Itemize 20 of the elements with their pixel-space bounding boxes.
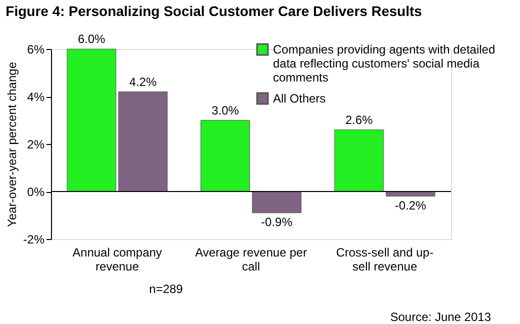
y-tick-label: 2% bbox=[27, 138, 45, 152]
chart-title: Figure 4: Personalizing Social Customer Care Delivers Results bbox=[6, 3, 422, 19]
x-tick-label: Annual company revenue bbox=[72, 246, 162, 274]
legend-label: All Others bbox=[273, 92, 326, 106]
x-tick-label: Cross-sell and up-sell revenue bbox=[336, 246, 434, 274]
data-label: -0.9% bbox=[261, 214, 293, 229]
data-label: 4.2% bbox=[129, 74, 157, 89]
y-axis-title: Year-over-year percent change bbox=[5, 62, 20, 227]
data-label: 6.0% bbox=[78, 32, 106, 46]
y-tick-label: 6% bbox=[27, 42, 45, 56]
data-label: 2.6% bbox=[345, 112, 374, 127]
legend-label: Companies providing agents with detailed data reflecting customers' social media comments bbox=[273, 42, 496, 84]
data-label: 3.0% bbox=[212, 103, 240, 118]
source-note: Source: June 2013 bbox=[390, 310, 492, 324]
data-label: -0.2% bbox=[394, 198, 427, 212]
y-tick-label: 0% bbox=[27, 185, 45, 199]
x-tick-label: Average revenue per call bbox=[195, 246, 307, 274]
text: n=289 bbox=[149, 282, 184, 296]
y-tick-label: -2% bbox=[23, 232, 45, 246]
y-tick-label: 4% bbox=[27, 90, 45, 104]
